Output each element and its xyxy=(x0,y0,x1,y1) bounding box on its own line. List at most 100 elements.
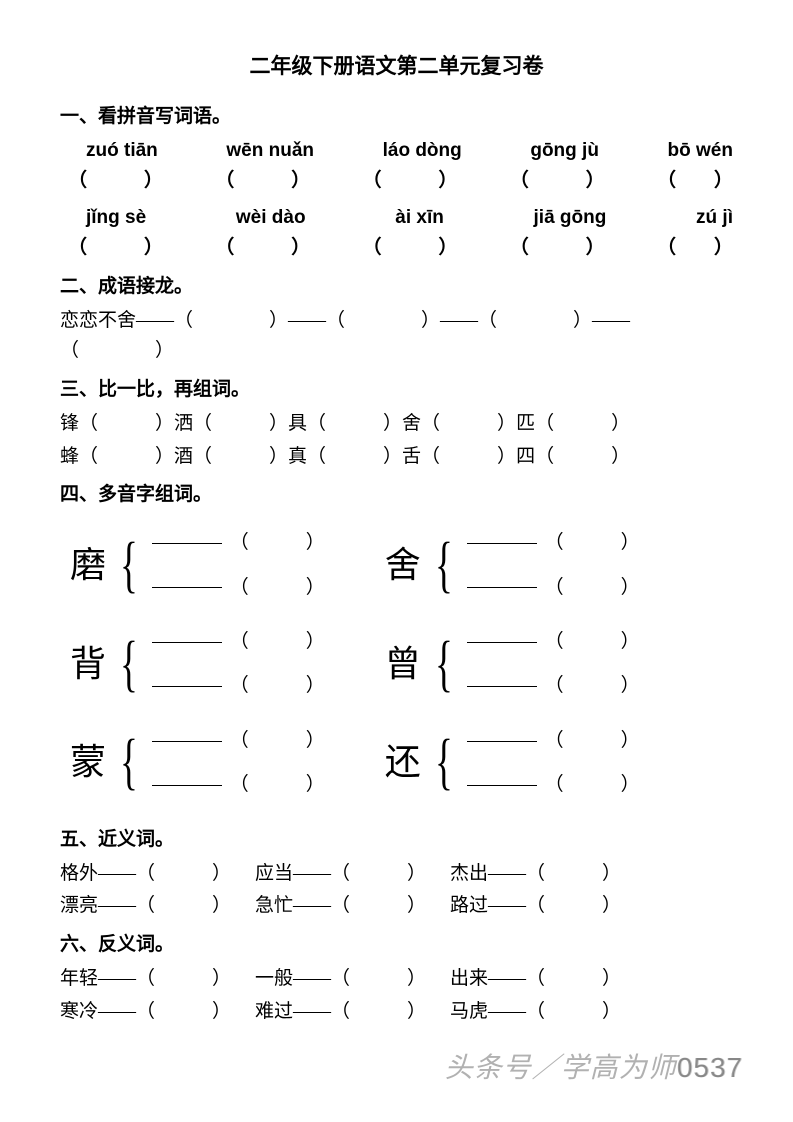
blank-row-1: （ ） （ ） （ ） （ ） （ ） xyxy=(60,166,733,196)
paren-blank: （ ） xyxy=(230,627,325,657)
underline xyxy=(467,587,537,588)
pinyin-cell: bō wén xyxy=(668,136,733,166)
paren-blank: （ ） xyxy=(545,627,640,657)
page-title: 二年级下册语文第二单元复习卷 xyxy=(60,50,733,84)
pinyin-row-1: zuó tiān wēn nuǎn láo dòng gōng jù bō wé… xyxy=(60,136,733,166)
antonym-item: 难过——（ ） xyxy=(255,997,426,1027)
compare-item: 四（ ） xyxy=(516,442,630,472)
antonym-item: 马虎——（ ） xyxy=(450,997,621,1027)
blank-row-2: （ ） （ ） （ ） （ ） （ ） xyxy=(60,233,733,263)
compare-item: 舍（ ） xyxy=(402,409,516,439)
compare-item: 舌（ ） xyxy=(402,442,516,472)
underline xyxy=(467,785,537,786)
underline xyxy=(467,686,537,687)
idiom-chain: 恋恋不舍——（ ）——（ ）——（ ）——（ ） xyxy=(60,306,733,367)
compare-item: 锋（ ） xyxy=(60,409,174,439)
underline xyxy=(152,686,222,687)
poly-row-1: 磨 { （ ） （ ） 舍 { （ ） （ ） xyxy=(70,528,733,603)
paren-blank: （ ） xyxy=(230,573,325,603)
compare-item: 匹（ ） xyxy=(516,409,630,439)
poly-group: 曾 { （ ） （ ） xyxy=(385,627,640,702)
section5-header: 五、近义词。 xyxy=(60,825,733,855)
compare-row-1: 锋（ ） 洒（ ） 具（ ） 舍（ ） 匹（ ） xyxy=(60,409,733,439)
section6-header: 六、反义词。 xyxy=(60,930,733,960)
poly-group: 蒙 { （ ） （ ） xyxy=(70,726,325,801)
antonym-item: 一般——（ ） xyxy=(255,964,426,994)
blank-cell: （ ） xyxy=(68,166,163,196)
compare-item: 具（ ） xyxy=(288,409,402,439)
underline xyxy=(467,543,537,544)
underline xyxy=(467,642,537,643)
pinyin-cell: zuó tiān xyxy=(86,136,158,166)
blank-cell: （ ） xyxy=(68,233,163,263)
underline xyxy=(467,741,537,742)
bracket-icon: { xyxy=(435,538,453,594)
synonym-item: 路过——（ ） xyxy=(450,891,621,921)
underline xyxy=(152,642,222,643)
section3-header: 三、比一比，再组词。 xyxy=(60,375,733,405)
poly-char: 曾 xyxy=(385,636,421,694)
antonym-item: 年轻——（ ） xyxy=(60,964,231,994)
poly-group: 舍 { （ ） （ ） xyxy=(385,528,640,603)
paren-blank: （ ） xyxy=(545,671,640,701)
pinyin-cell: jǐng sè xyxy=(86,203,146,233)
paren-blank: （ ） xyxy=(230,726,325,756)
synonym-item: 格外——（ ） xyxy=(60,859,231,889)
paren-blank: （ ） xyxy=(230,671,325,701)
paren-blank: （ ） xyxy=(545,726,640,756)
blank-cell: （ ） xyxy=(362,166,457,196)
watermark: 头条号／学高为师0537 xyxy=(445,1046,743,1092)
blank-cell: （ ） xyxy=(657,233,733,263)
pinyin-cell: jiā gōng xyxy=(534,203,607,233)
compare-item: 蜂（ ） xyxy=(60,442,174,472)
antonym-row: 寒冷——（ ） 难过——（ ） 马虎——（ ） xyxy=(60,997,733,1027)
synonym-item: 急忙——（ ） xyxy=(255,891,426,921)
underline xyxy=(152,543,222,544)
poly-row-2: 背 { （ ） （ ） 曾 { （ ） （ ） xyxy=(70,627,733,702)
poly-char: 舍 xyxy=(385,537,421,595)
pinyin-cell: ài xīn xyxy=(395,203,444,233)
poly-row-3: 蒙 { （ ） （ ） 还 { （ ） （ ） xyxy=(70,726,733,801)
synonym-item: 应当——（ ） xyxy=(255,859,426,889)
poly-char: 还 xyxy=(385,734,421,792)
pinyin-cell: gōng jù xyxy=(530,136,599,166)
underline xyxy=(152,741,222,742)
paren-blank: （ ） xyxy=(230,770,325,800)
paren-blank: （ ） xyxy=(545,573,640,603)
antonym-item: 寒冷——（ ） xyxy=(60,997,231,1027)
paren-blank: （ ） xyxy=(230,528,325,558)
paren-blank: （ ） xyxy=(545,528,640,558)
bracket-icon: { xyxy=(120,538,138,594)
bracket-icon: { xyxy=(435,735,453,791)
pinyin-row-2: jǐng sè wèi dào ài xīn jiā gōng zú jì xyxy=(60,203,733,233)
blank-cell: （ ） xyxy=(657,166,733,196)
pinyin-cell: zú jì xyxy=(696,203,733,233)
antonym-item: 出来——（ ） xyxy=(450,964,621,994)
watermark-number: 0537 xyxy=(677,1052,743,1083)
poly-group: 背 { （ ） （ ） xyxy=(70,627,325,702)
compare-row-2: 蜂（ ） 酒（ ） 真（ ） 舌（ ） 四（ ） xyxy=(60,442,733,472)
compare-item: 真（ ） xyxy=(288,442,402,472)
section1-header: 一、看拼音写词语。 xyxy=(60,102,733,132)
pinyin-cell: wèi dào xyxy=(236,203,306,233)
synonym-row: 漂亮——（ ） 急忙——（ ） 路过——（ ） xyxy=(60,891,733,921)
underline xyxy=(152,785,222,786)
blank-cell: （ ） xyxy=(362,233,457,263)
blank-cell: （ ） xyxy=(510,166,605,196)
paren-blank: （ ） xyxy=(545,770,640,800)
poly-group: 磨 { （ ） （ ） xyxy=(70,528,325,603)
watermark-text: 头条号／学高为师 xyxy=(445,1053,677,1084)
blank-cell: （ ） xyxy=(215,166,310,196)
antonym-row: 年轻——（ ） 一般——（ ） 出来——（ ） xyxy=(60,964,733,994)
poly-char: 背 xyxy=(70,636,106,694)
pinyin-cell: láo dòng xyxy=(383,136,462,166)
bracket-icon: { xyxy=(120,735,138,791)
blank-cell: （ ） xyxy=(510,233,605,263)
compare-item: 洒（ ） xyxy=(174,409,288,439)
synonym-item: 漂亮——（ ） xyxy=(60,891,231,921)
synonym-row: 格外——（ ） 应当——（ ） 杰出——（ ） xyxy=(60,859,733,889)
bracket-icon: { xyxy=(120,637,138,693)
pinyin-cell: wēn nuǎn xyxy=(226,136,314,166)
synonym-item: 杰出——（ ） xyxy=(450,859,621,889)
section4-header: 四、多音字组词。 xyxy=(60,480,733,510)
